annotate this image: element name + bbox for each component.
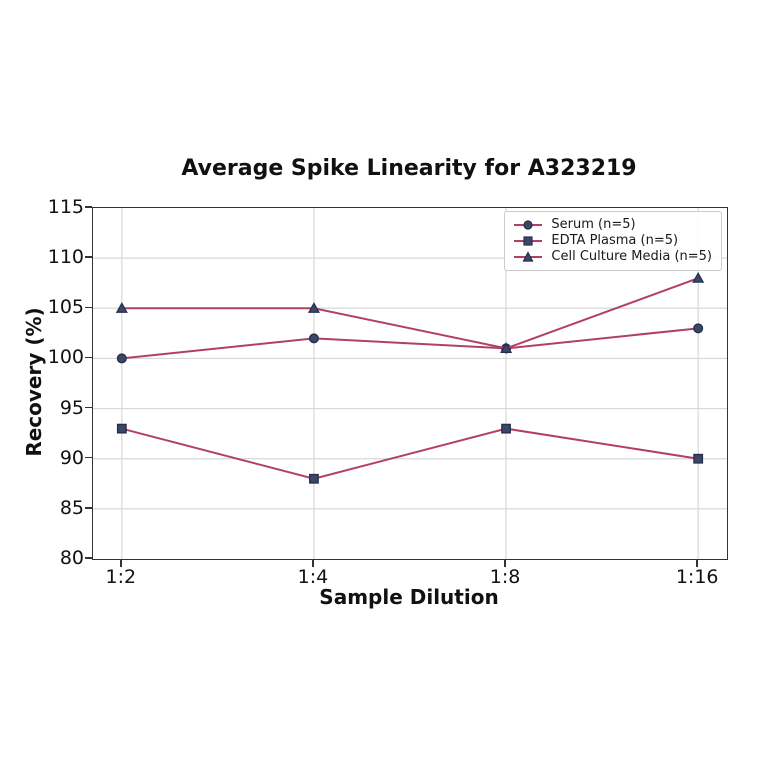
plot-area: Serum (n=5) EDTA Plasma (n=5) Cell Culture… [92, 207, 728, 560]
marker-circle [308, 333, 319, 344]
y-tick-mark [85, 507, 92, 509]
legend-marker-circle [523, 220, 533, 230]
marker-square [501, 423, 511, 434]
marker-triangle [692, 271, 705, 283]
y-tick-label: 80 [59, 547, 84, 569]
marker-square [693, 453, 704, 464]
x-tick-mark [696, 559, 698, 567]
legend-label: EDTA Plasma (n=5) [551, 233, 679, 248]
y-tick-mark [85, 206, 92, 208]
legend-label: Serum (n=5) [551, 217, 636, 232]
marker-circle [116, 353, 127, 364]
chart-title: Average Spike Linearity for A323219 [181, 156, 637, 181]
x-tick-mark [504, 559, 506, 567]
legend-marker-square [523, 236, 533, 246]
legend-entry: Cell Culture Media (n=5) [513, 249, 712, 265]
y-tick-label: 100 [47, 346, 84, 369]
y-tick-label: 85 [59, 496, 84, 519]
x-tick-label: 1:8 [489, 566, 521, 588]
x-axis-label: Sample Dilution [319, 585, 499, 609]
y-tick-label: 90 [59, 446, 84, 469]
series-line-circle [121, 327, 699, 360]
series-line-square [121, 427, 699, 480]
y-tick-mark [85, 256, 92, 258]
marker-circle [693, 323, 704, 334]
y-tick-label: 95 [59, 396, 84, 419]
marker-square [116, 423, 127, 434]
x-tick-label: 1:2 [105, 566, 137, 588]
y-tick-mark [85, 306, 92, 309]
marker-triangle [500, 342, 513, 353]
x-tick-label: 1:4 [297, 566, 329, 588]
legend-box: Serum (n=5) EDTA Plasma (n=5) Cell Culture… [504, 211, 722, 271]
y-tick-label: 115 [47, 196, 84, 218]
legend-sample-triangle [514, 251, 543, 262]
y-axis-label: Recovery (%) [22, 307, 46, 457]
legend-entry: EDTA Plasma (n=5) [513, 233, 712, 249]
y-tick-label: 110 [47, 246, 84, 269]
legend-entry: Serum (n=5) [513, 217, 712, 233]
x-tick-mark [312, 559, 314, 567]
y-tick-mark [85, 406, 92, 409]
y-tick-label: 105 [47, 296, 84, 319]
marker-triangle [307, 302, 320, 313]
series-line-triangle [121, 277, 699, 350]
marker-square [309, 473, 319, 484]
legend-sample-circle [514, 220, 543, 230]
legend-marker-triangle [522, 251, 534, 262]
x-tick-label: 1:16 [675, 566, 719, 588]
legend-label: Cell Culture Media (n=5) [551, 249, 712, 264]
y-tick-mark [85, 356, 92, 359]
marker-triangle [115, 302, 128, 313]
x-tick-mark [120, 559, 122, 567]
legend-sample-square [514, 236, 543, 246]
y-tick-mark [85, 456, 92, 459]
y-tick-mark [85, 557, 92, 559]
